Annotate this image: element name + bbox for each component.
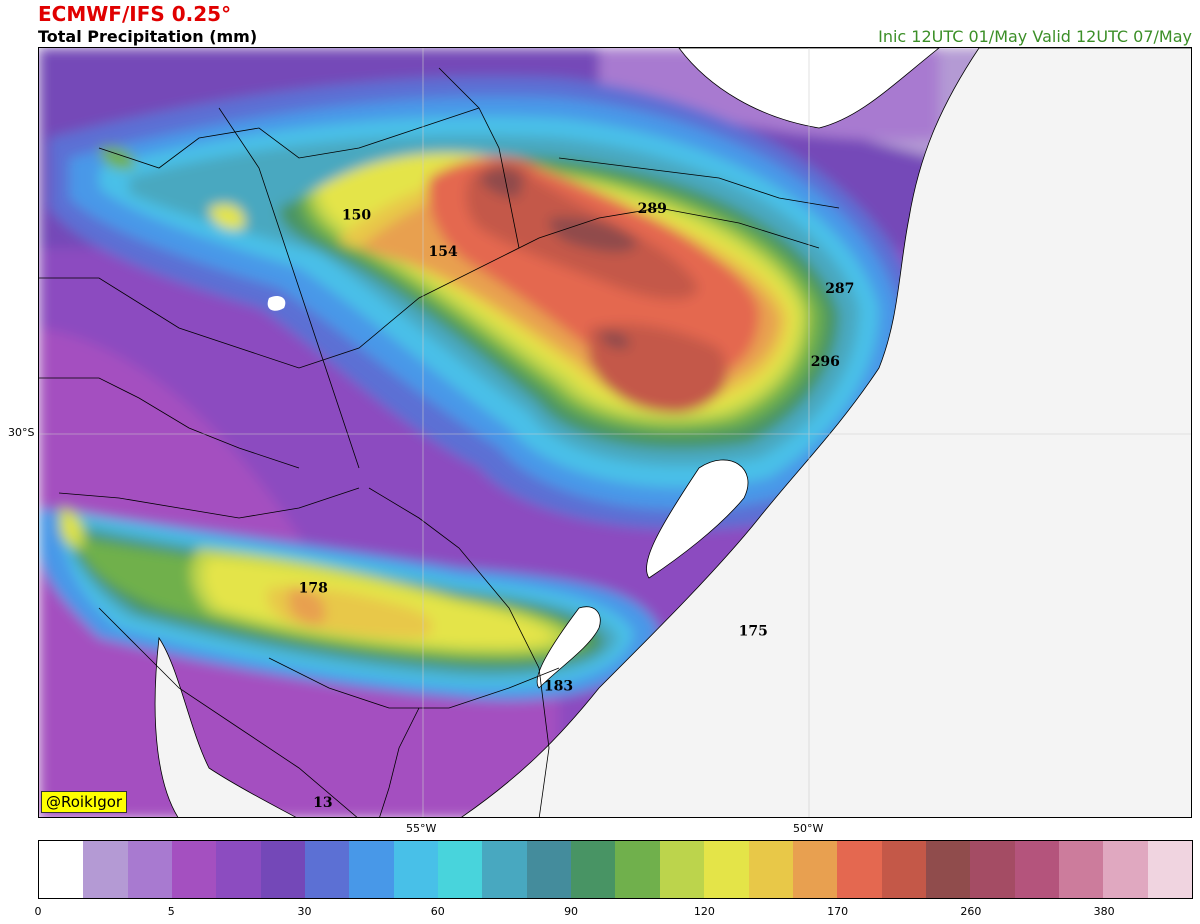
political-borders <box>39 67 840 817</box>
ocean <box>154 48 1191 817</box>
colorbar-segment <box>172 841 217 898</box>
colorbar-segment <box>925 841 971 898</box>
colorbar-tick-label: 170 <box>827 905 849 918</box>
precipitation-map: 150 154 289 287 296 178 183 175 13 <box>38 47 1192 818</box>
colorbar-segment <box>970 841 1015 898</box>
colorbar-segment <box>1014 841 1059 898</box>
precip-max-label: 178 <box>299 581 328 597</box>
colorbar-segment <box>1058 841 1104 898</box>
colorbar-segment <box>526 841 572 898</box>
colorbar-segment <box>305 841 350 898</box>
colorbar-segment <box>837 841 882 898</box>
precip-max-label: 287 <box>825 281 854 297</box>
precip-max-label: 175 <box>739 623 768 639</box>
colorbar-segment <box>1147 841 1192 898</box>
variable-title: Total Precipitation (mm) <box>38 27 258 46</box>
colorbar <box>38 840 1193 899</box>
colorbar-segment <box>39 841 84 898</box>
map-svg: 150 154 289 287 296 178 183 175 13 <box>39 48 1191 817</box>
colorbar-tick-label: 90 <box>564 905 579 918</box>
lat-label-30s: 30°S <box>8 426 35 439</box>
colorbar-segment <box>792 841 838 898</box>
colorbar-segment <box>438 841 483 898</box>
colorbar-segment <box>659 841 705 898</box>
colorbar-segment <box>615 841 660 898</box>
colorbar-tick-label: 120 <box>693 905 715 918</box>
precip-max-label: 150 <box>342 207 371 223</box>
credit-badge: @RoikIgor <box>41 791 128 813</box>
colorbar-segment <box>349 841 394 898</box>
colorbar-segment <box>216 841 261 898</box>
colorbar-segment <box>393 841 439 898</box>
validity-title: Inic 12UTC 01/May Valid 12UTC 07/May <box>878 27 1192 46</box>
graticule <box>39 48 1191 817</box>
precip-max-label: 183 <box>544 679 573 695</box>
precip-max-label: 13 <box>313 795 332 811</box>
colorbar-segment <box>881 841 926 898</box>
colorbar-tick-label: 30 <box>297 905 312 918</box>
colorbar-segment <box>482 841 527 898</box>
colorbar-segment <box>704 841 749 898</box>
lon-label-55w: 55°W <box>406 822 437 835</box>
colorbar-segment <box>748 841 793 898</box>
colorbar-segment <box>571 841 616 898</box>
maxima-labels: 150 154 289 287 296 178 183 175 13 <box>299 201 855 811</box>
colorbar-segment <box>83 841 128 898</box>
colorbar-segment <box>260 841 306 898</box>
colorbar-tick-label: 5 <box>167 905 175 918</box>
precip-max-label: 296 <box>811 354 840 370</box>
colorbar-tick-label: 60 <box>430 905 445 918</box>
model-title: ECMWF/IFS 0.25° <box>38 2 232 26</box>
colorbar-segment <box>127 841 173 898</box>
colorbar-tick-label: 380 <box>1093 905 1115 918</box>
colorbar-segment <box>1103 841 1148 898</box>
precip-max-label: 289 <box>638 201 667 217</box>
colorbar-tick-label: 0 <box>34 905 42 918</box>
colorbar-tick-label: 260 <box>960 905 982 918</box>
lon-label-50w: 50°W <box>793 822 824 835</box>
precip-max-label: 154 <box>429 244 458 260</box>
